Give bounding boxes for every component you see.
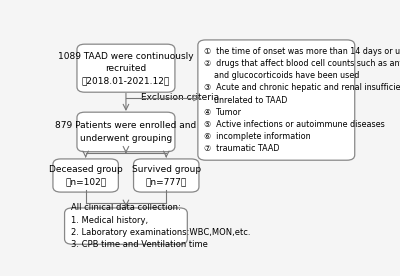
FancyBboxPatch shape [64,208,187,244]
Text: 1089 TAAD were continuously
recruited
（2018.01-2021.12）: 1089 TAAD were continuously recruited （2… [58,52,194,85]
FancyBboxPatch shape [77,44,175,92]
FancyBboxPatch shape [77,112,175,152]
FancyBboxPatch shape [134,159,199,192]
FancyBboxPatch shape [53,159,118,192]
FancyBboxPatch shape [198,40,355,160]
Text: Survived group
（n=777）: Survived group （n=777） [132,165,201,186]
Text: Exclusion criteria: Exclusion criteria [141,94,219,102]
Text: 879 Patients were enrolled and
underwent grouping: 879 Patients were enrolled and underwent… [55,121,196,142]
Text: Deceased group
（n=102）: Deceased group （n=102） [49,165,122,186]
Text: ①  the time of onset was more than 14 days or unknown
②  drugs that affect blood: ① the time of onset was more than 14 day… [204,47,400,153]
Text: All clinical data collection:
1. Medical history,
2. Laboratory examinations:WBC: All clinical data collection: 1. Medical… [71,203,250,249]
